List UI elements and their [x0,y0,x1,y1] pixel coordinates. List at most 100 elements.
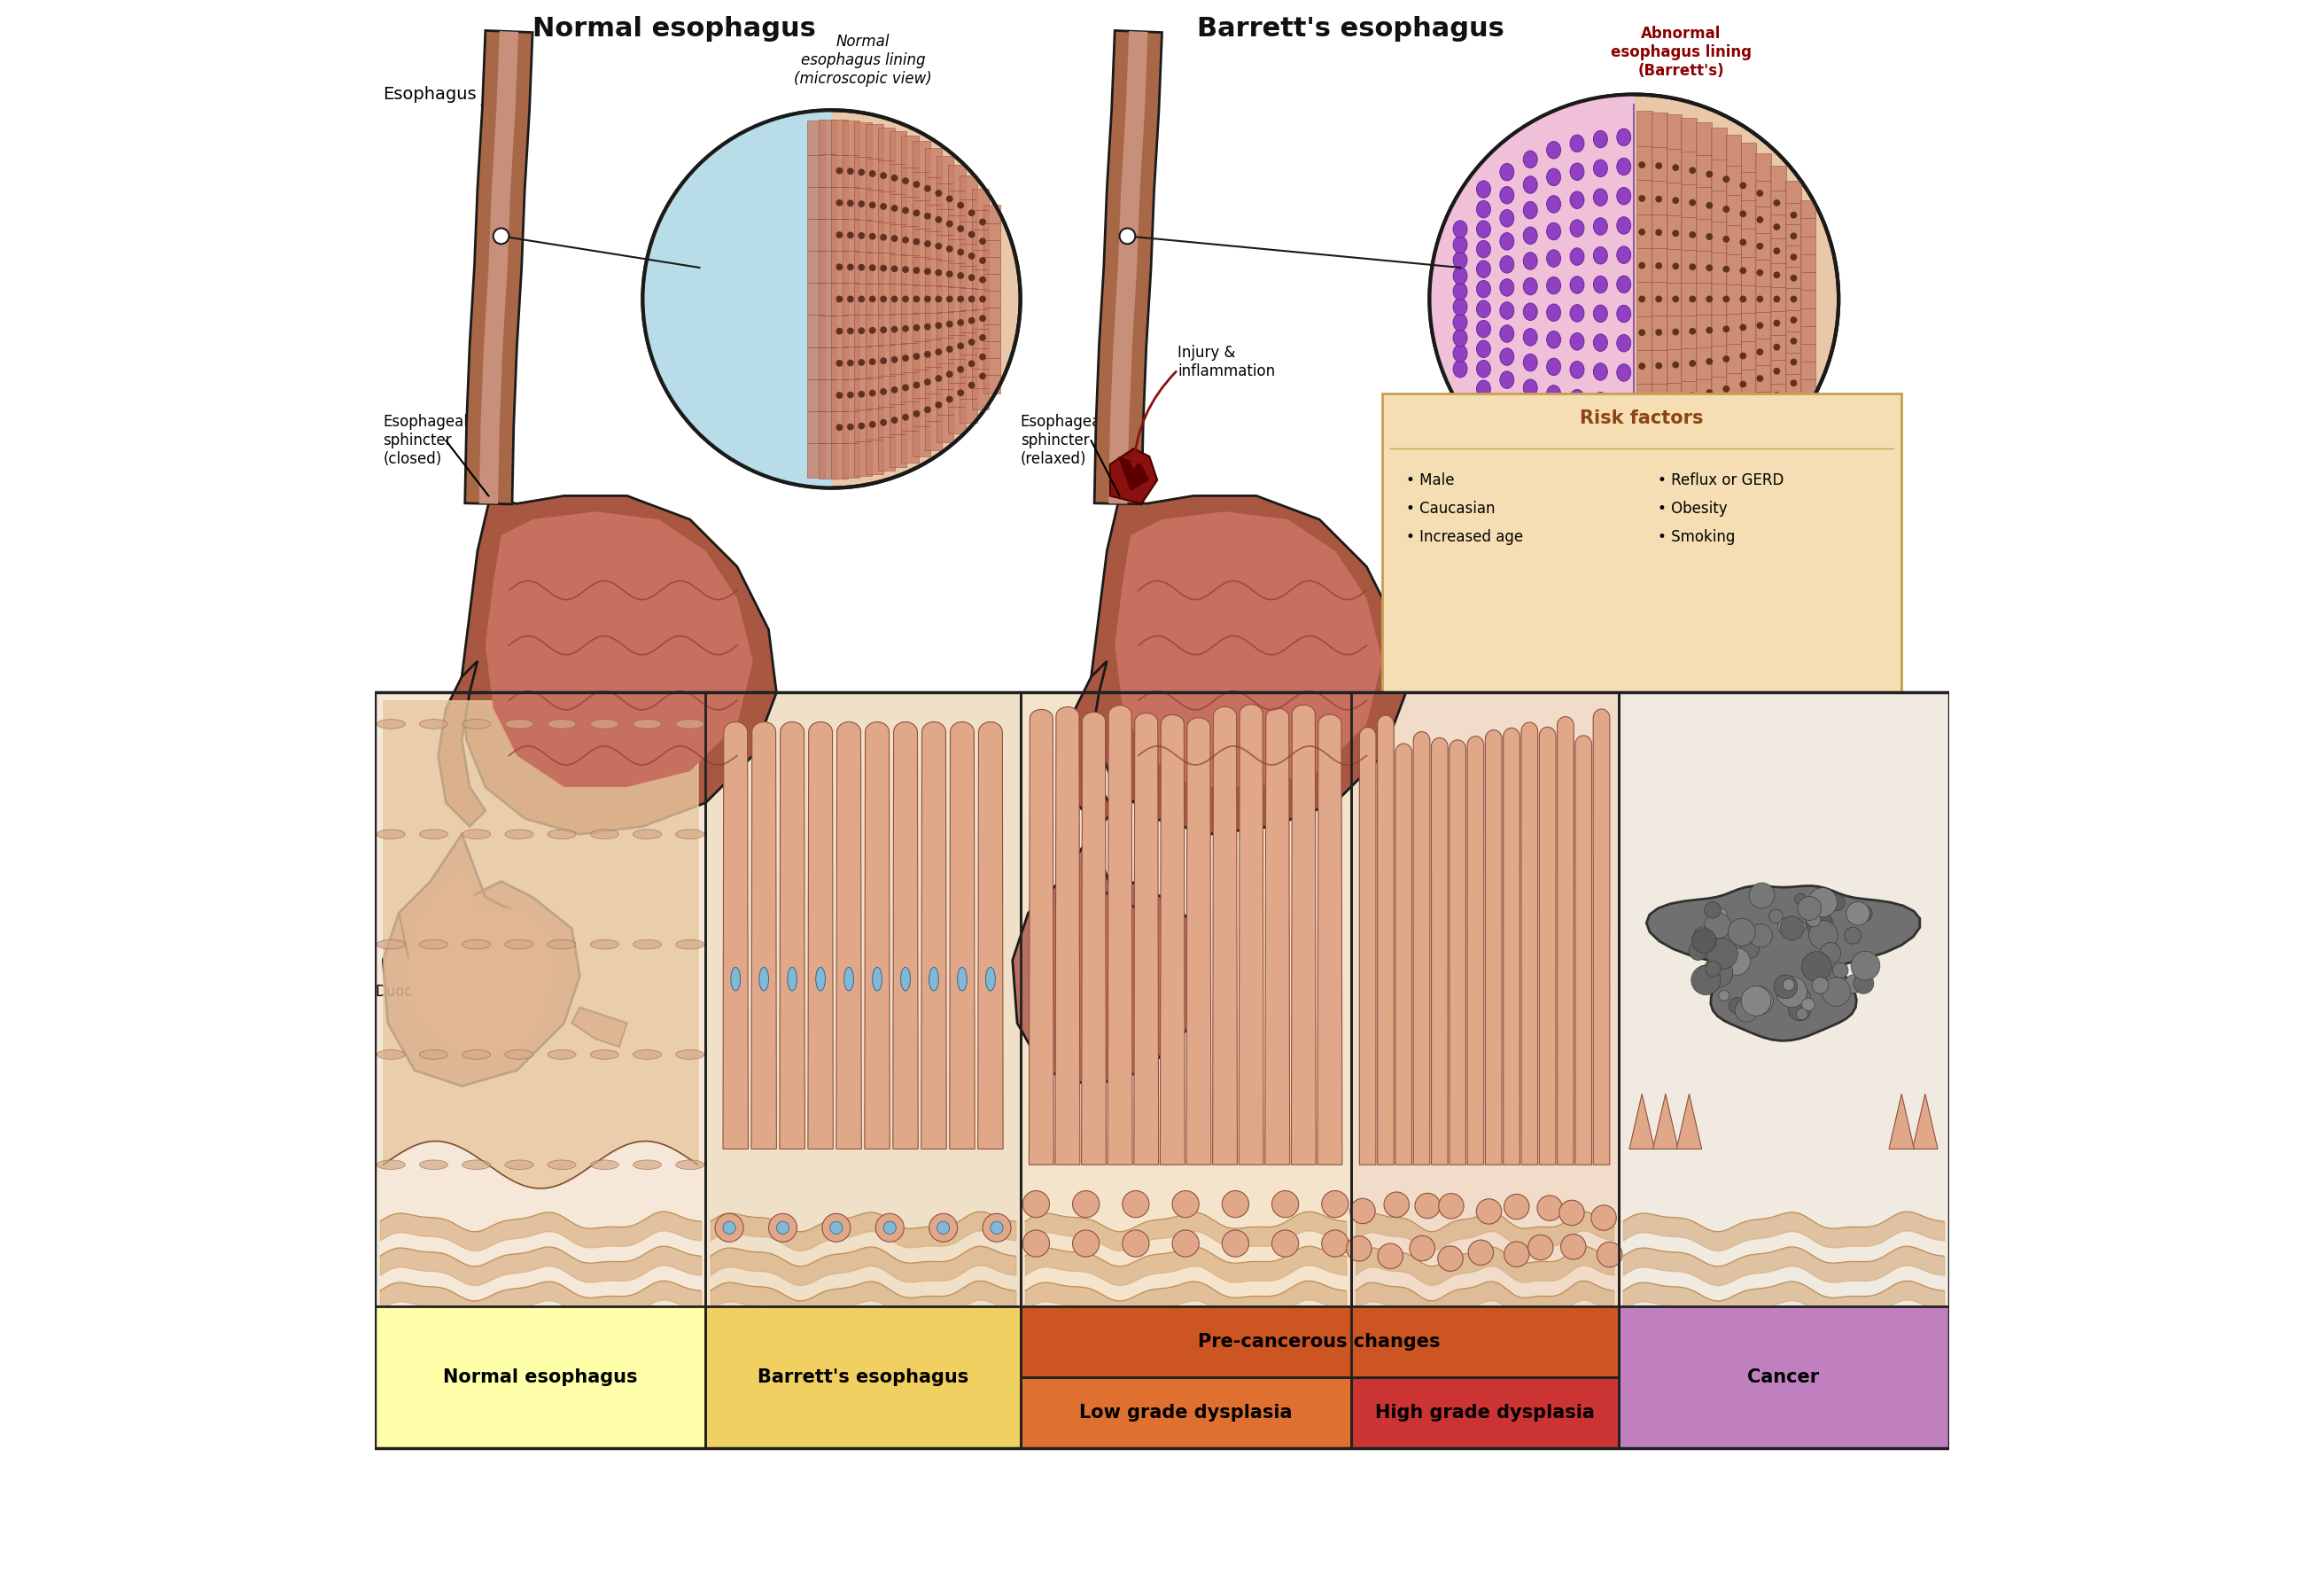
Circle shape [881,419,888,427]
Ellipse shape [1571,445,1585,463]
Circle shape [925,296,932,302]
Ellipse shape [1452,329,1466,346]
Polygon shape [1801,200,1815,398]
Circle shape [846,200,853,206]
Circle shape [846,231,853,239]
Circle shape [1794,894,1806,905]
Polygon shape [878,127,895,471]
Circle shape [876,1214,904,1242]
Circle shape [1722,416,1729,422]
Ellipse shape [1618,394,1631,411]
Text: Barrett's esophagus: Barrett's esophagus [758,1368,969,1387]
Ellipse shape [1452,313,1466,331]
Circle shape [902,266,909,272]
Circle shape [1673,197,1680,205]
Circle shape [957,249,964,255]
Circle shape [1773,200,1780,206]
Circle shape [1690,263,1697,271]
Ellipse shape [1452,220,1466,238]
Circle shape [1801,998,1815,1011]
Ellipse shape [930,966,939,992]
Circle shape [1757,269,1764,275]
Ellipse shape [1545,412,1562,430]
Ellipse shape [760,966,769,992]
Circle shape [969,274,976,282]
Circle shape [1789,337,1796,345]
Text: Pre-cancerous changes: Pre-cancerous changes [1199,1333,1441,1350]
Polygon shape [1239,713,1264,1165]
Ellipse shape [590,1050,618,1059]
Ellipse shape [504,1050,532,1059]
Circle shape [890,326,897,332]
Ellipse shape [1571,277,1585,294]
Ellipse shape [1571,135,1585,153]
Circle shape [1745,987,1773,1015]
Ellipse shape [1452,297,1466,315]
Polygon shape [1134,705,1160,1165]
Circle shape [1706,420,1713,427]
Circle shape [1122,1190,1148,1218]
Polygon shape [913,142,930,456]
Ellipse shape [1571,332,1585,349]
Polygon shape [1645,886,1920,1040]
Polygon shape [1360,727,1376,1165]
Circle shape [957,365,964,373]
Ellipse shape [1476,200,1490,217]
Circle shape [946,271,953,277]
Circle shape [890,386,897,394]
Circle shape [983,1214,1011,1242]
Circle shape [1504,1195,1529,1220]
Circle shape [969,209,976,216]
Circle shape [858,390,865,398]
Text: Esophageal
sphincter
(closed): Esophageal sphincter (closed) [383,414,467,467]
Circle shape [934,401,941,408]
Circle shape [1845,974,1864,993]
Ellipse shape [985,966,995,992]
Text: Normal
esophagus lining
(microscopic view): Normal esophagus lining (microscopic vie… [795,33,932,87]
Ellipse shape [421,719,449,729]
Circle shape [1271,1190,1299,1218]
Circle shape [1773,320,1780,326]
Circle shape [946,395,953,403]
Circle shape [902,414,909,420]
Circle shape [1820,943,1841,963]
Circle shape [1562,1234,1585,1259]
Ellipse shape [1522,201,1538,219]
Polygon shape [971,189,990,409]
Circle shape [1722,236,1729,242]
Circle shape [1806,911,1820,927]
Circle shape [1222,1190,1248,1218]
Circle shape [1796,921,1806,930]
Ellipse shape [1522,151,1538,168]
Circle shape [1706,938,1738,970]
Circle shape [902,384,909,392]
Polygon shape [465,30,532,504]
Circle shape [1690,296,1697,302]
Ellipse shape [1618,187,1631,205]
Circle shape [837,200,844,206]
Circle shape [869,201,876,208]
Ellipse shape [548,1050,576,1059]
Polygon shape [439,661,486,826]
Circle shape [1673,296,1680,302]
Circle shape [925,186,932,192]
Polygon shape [951,722,974,1149]
Ellipse shape [462,940,490,949]
Circle shape [1690,327,1697,335]
Ellipse shape [1522,329,1538,346]
Circle shape [1673,394,1680,401]
Polygon shape [818,120,837,478]
Ellipse shape [421,1050,449,1059]
Circle shape [837,167,844,175]
Circle shape [1703,902,1720,918]
Circle shape [1789,274,1796,282]
Circle shape [1813,977,1829,993]
Ellipse shape [1571,389,1585,406]
Circle shape [1690,200,1697,206]
Ellipse shape [376,1160,404,1169]
Polygon shape [407,858,555,1055]
Circle shape [1722,386,1729,392]
Polygon shape [1889,1094,1915,1149]
Circle shape [925,212,932,219]
Ellipse shape [421,829,449,839]
